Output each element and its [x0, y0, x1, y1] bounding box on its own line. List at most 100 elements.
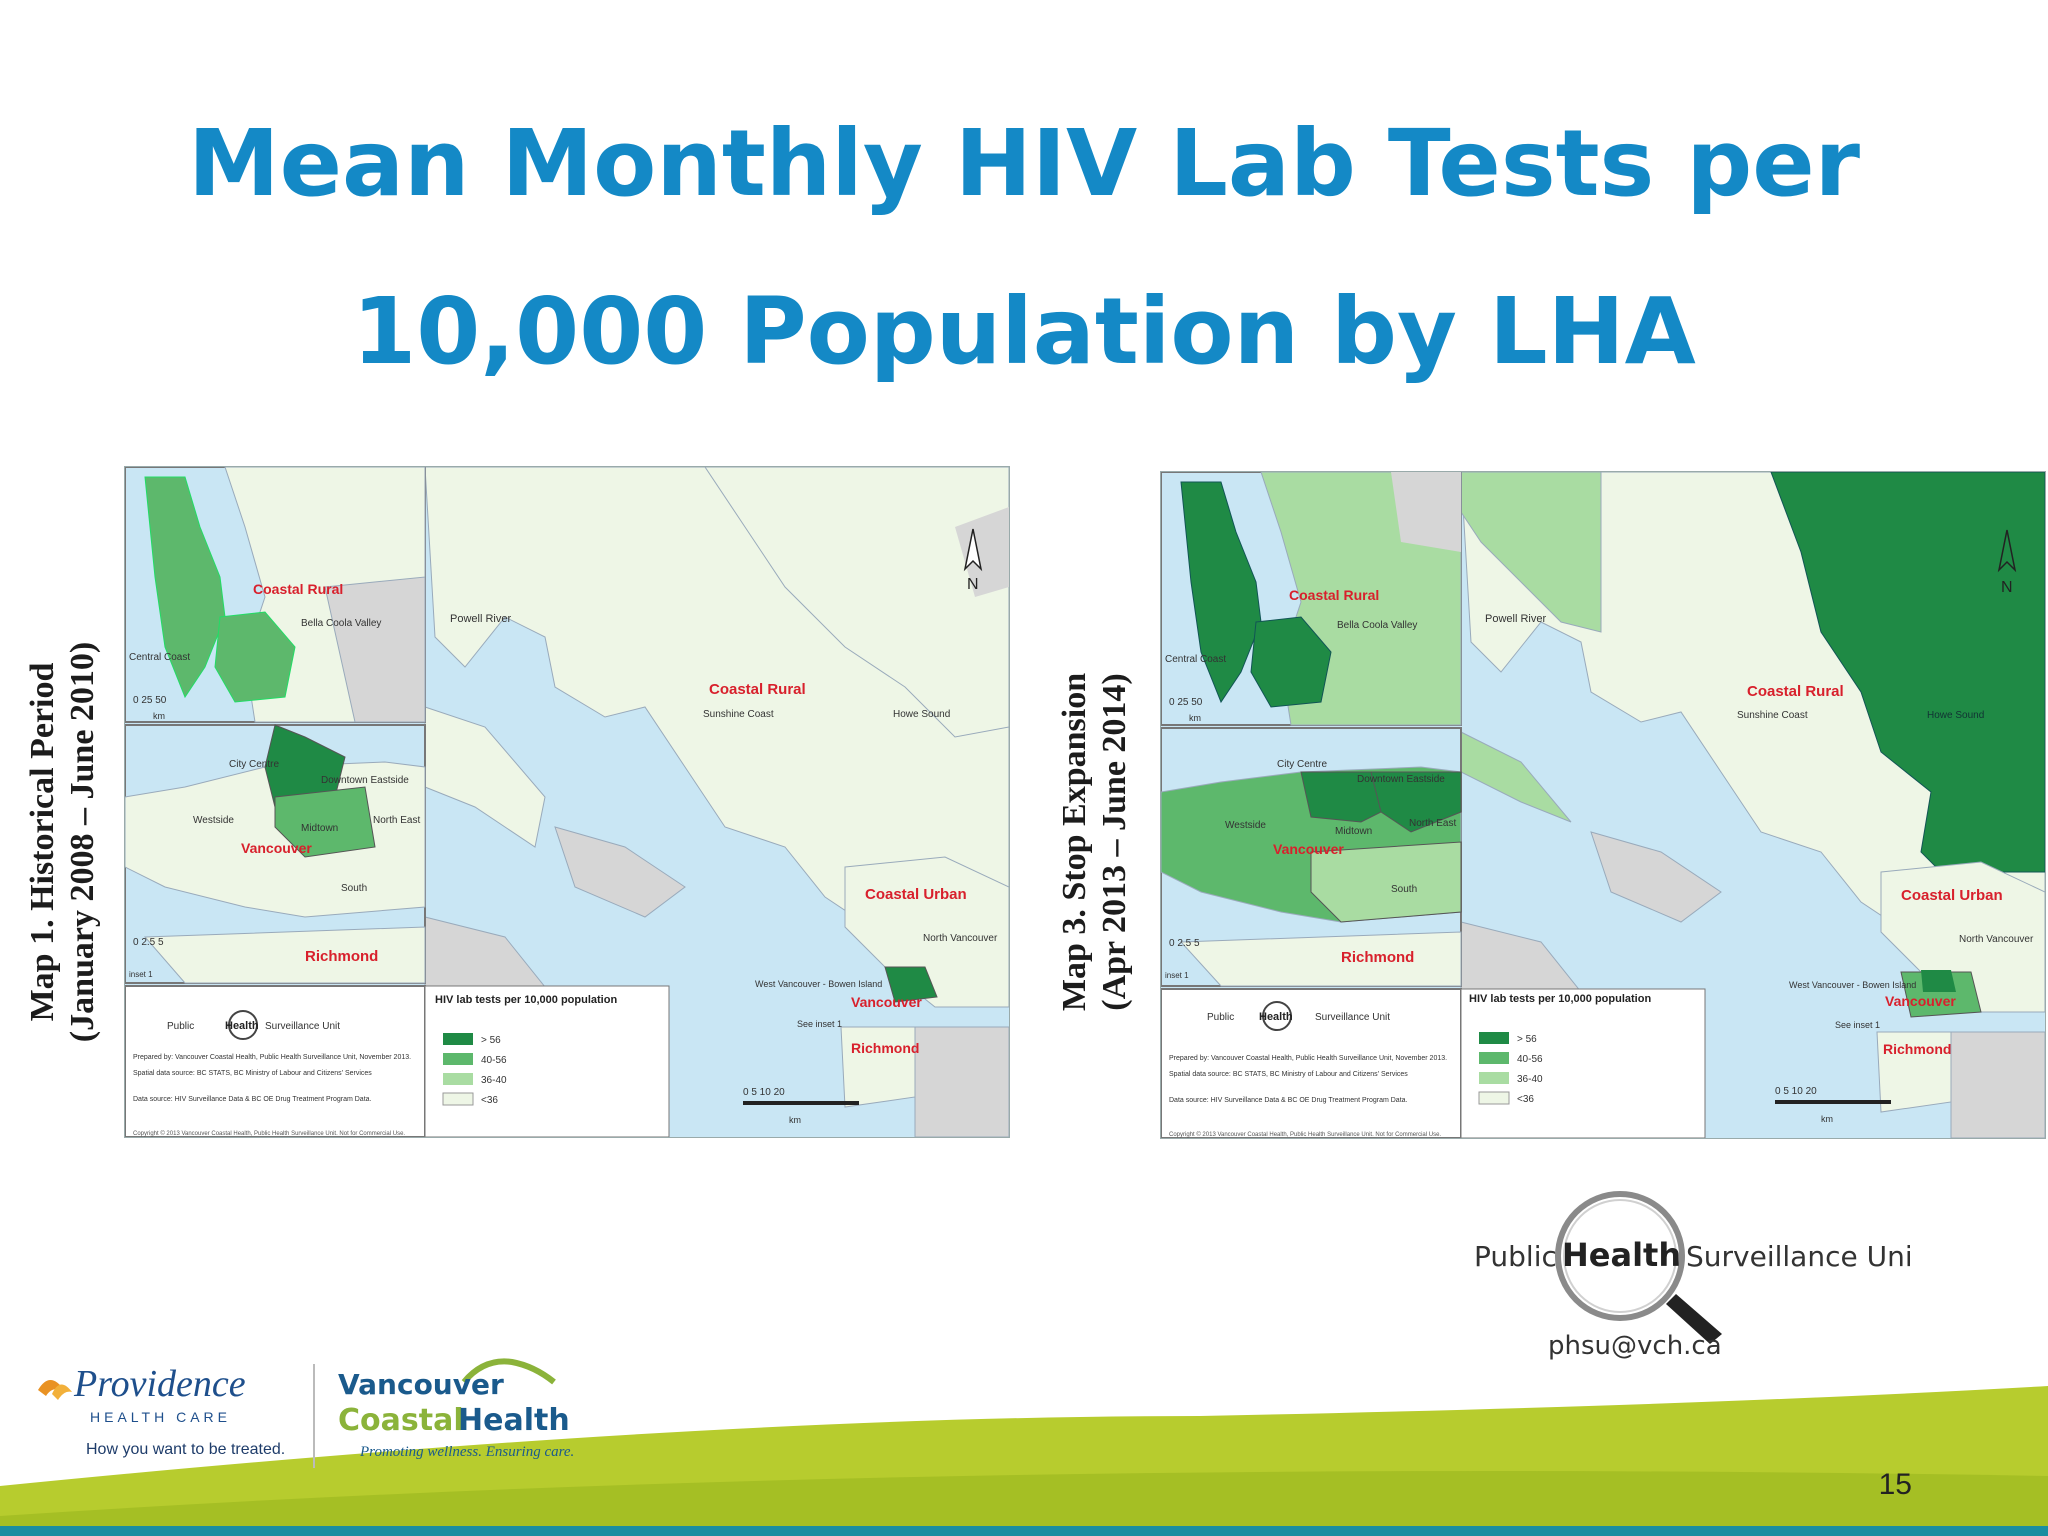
map1-scale-main: 0 5 10 20 — [743, 1087, 785, 1098]
map3-caption-line2: (Apr 2013 – June 2014) — [1096, 673, 1133, 1011]
map1-datasource: Data source: HIV Surveillance Data & BC … — [133, 1096, 372, 1103]
phsu-email: phsu@vch.ca — [1548, 1331, 1722, 1361]
map1-km-inset1: km — [153, 711, 165, 721]
phsu-surveillance: Surveillance Unit — [1686, 1240, 1910, 1273]
map1-label-city-centre: City Centre — [229, 759, 279, 770]
map3-label-bella-coola: Bella Coola Valley — [1337, 620, 1417, 631]
map1-label-central-coast: Central Coast — [129, 652, 190, 663]
phsu-logo-svg: Public Health Surveillance Unit phsu@vch… — [1474, 1191, 1924, 1361]
vch-logo: Vancouver Coastal Health Promoting welln… — [334, 1352, 594, 1470]
map1-phsu-unit: Surveillance Unit — [265, 1021, 340, 1032]
map1-legend-swatch-3 — [442, 1092, 474, 1106]
map1-inset1-label: inset 1 — [129, 970, 153, 979]
map3-legend-item-1: 40-56 — [1517, 1054, 1543, 1065]
map3-km-inset1: km — [1189, 713, 1201, 723]
map3-label-west-vancouver: West Vancouver - Bowen Island — [1789, 980, 1916, 990]
map3-legend-swatch-2 — [1479, 1072, 1509, 1084]
map1-legend-swatch-1 — [443, 1053, 473, 1065]
slide-title-line1: Mean Monthly HIV Lab Tests per — [188, 110, 1860, 217]
map3: Coastal Rural Bella Coola Valley Central… — [1160, 471, 2046, 1139]
map1-phsu-public: Public — [167, 1021, 194, 1032]
map3-label-south: South — [1391, 884, 1417, 895]
map1-legend-title: HIV lab tests per 10,000 population — [435, 994, 617, 1006]
map1-label-see-inset: See inset 1 — [797, 1019, 842, 1029]
slide-title-line2: 10,000 Population by LHA — [352, 278, 1696, 385]
map1-legend-swatch-2 — [443, 1073, 473, 1085]
map1-legend-swatch-0 — [443, 1033, 473, 1045]
map3-label-north-east: North East — [1409, 818, 1456, 829]
map3-legend-item-0: > 56 — [1517, 1034, 1537, 1045]
map3-north-arrow-icon — [1997, 529, 2017, 573]
map3-scale-inset2: 0 2.5 5 — [1169, 938, 1200, 949]
map1-km-main: km — [789, 1115, 801, 1125]
map1-label-coastal-rural: Coastal Rural — [709, 681, 806, 698]
map1-legend-item-1: 40-56 — [481, 1055, 507, 1066]
phsu-magnifier-icon — [1555, 1191, 1685, 1321]
map1-label-vancouver-main: Vancouver — [851, 994, 922, 1010]
map3-legend-item-2: 36-40 — [1517, 1074, 1543, 1085]
map1-label-north-east: North East — [373, 815, 420, 826]
map3-svg: Coastal Rural Bella Coola Valley Central… — [1161, 472, 2045, 1138]
map1-copyright: Copyright © 2013 Vancouver Coastal Healt… — [133, 1130, 405, 1137]
map1-label-richmond-main: Richmond — [851, 1040, 919, 1056]
map3-prepared: Prepared by: Vancouver Coastal Health, P… — [1169, 1055, 1447, 1062]
phsu-logo: Public Health Surveillance Unit phsu@vch… — [1470, 1186, 1924, 1366]
map3-label-powell-river: Powell River — [1485, 613, 1546, 625]
map3-caption-line1: Map 3. Stop Expansion — [1056, 672, 1093, 1012]
map3-phsu-public: Public — [1207, 1012, 1234, 1023]
map3-label-vancouver-main: Vancouver — [1885, 993, 1956, 1009]
map1-label-coastal-urban: Coastal Urban — [865, 886, 967, 903]
map1-label-richmond: Richmond — [305, 948, 378, 965]
map3-km-main: km — [1821, 1114, 1833, 1124]
map3-caption: Map 3. Stop Expansion (Apr 2013 – June 2… — [1055, 592, 1139, 1092]
map1-scale-inset1: 0 25 50 — [133, 695, 167, 706]
map1-prepared: Prepared by: Vancouver Coastal Health, P… — [133, 1054, 411, 1061]
map3-label-westside: Westside — [1225, 820, 1266, 831]
map3-scale-main: 0 5 10 20 — [1775, 1086, 1817, 1097]
map1-phsu-health: Health — [225, 1020, 259, 1032]
map3-legend-swatch-0 — [1479, 1032, 1509, 1044]
map3-label-coastal-rural-inset: Coastal Rural — [1289, 587, 1379, 603]
map1-label-south: South — [341, 883, 367, 894]
map3-label-coastal-rural: Coastal Rural — [1747, 683, 1844, 700]
map1-label-midtown: Midtown — [301, 823, 338, 834]
map3-phsu-health: Health — [1259, 1011, 1293, 1023]
map3-magnifier-icon — [1262, 1001, 1292, 1031]
providence-sub: HEALTH CARE — [90, 1409, 231, 1425]
map3-phsu-unit: Surveillance Unit — [1315, 1012, 1390, 1023]
map1-legend-item-3: <36 — [481, 1095, 498, 1106]
map1-label-vancouver: Vancouver — [241, 840, 312, 856]
map1-label-howe-sound: Howe Sound — [893, 709, 950, 720]
map1-legend-item-0: > 56 — [481, 1035, 501, 1046]
vch-mountain-icon — [461, 1358, 556, 1385]
map3-inset1-label: inset 1 — [1165, 971, 1189, 980]
map3-main-land — [1460, 472, 2045, 1138]
map1-label-powell-river: Powell River — [450, 613, 511, 625]
map3-label-dtes: Downtown Eastside — [1357, 774, 1445, 785]
map3-label-city-centre: City Centre — [1277, 759, 1327, 770]
map1-label-west-vancouver: West Vancouver - Bowen Island — [755, 979, 882, 989]
map3-copyright: Copyright © 2013 Vancouver Coastal Healt… — [1169, 1131, 1441, 1138]
map3-label-sunshine-coast: Sunshine Coast — [1737, 710, 1808, 721]
providence-flame-icon — [38, 1380, 64, 1396]
map1-svg: Coastal Rural Bella Coola Valley Central… — [125, 467, 1009, 1137]
phsu-health: Health — [1562, 1236, 1681, 1274]
map3-north-label: N — [2001, 579, 2013, 596]
map1-caption: Map 1. Historical Period (January 2008 –… — [23, 592, 107, 1092]
map3-label-richmond: Richmond — [1341, 949, 1414, 966]
providence-tagline: How you want to be treated. — [86, 1441, 285, 1458]
map1-caption-line1: Map 1. Historical Period — [24, 662, 61, 1022]
vch-tagline: Promoting wellness. Ensuring care. — [359, 1444, 574, 1460]
map3-label-howe-sound: Howe Sound — [1927, 710, 1984, 721]
map3-legend-swatch-1 — [1479, 1052, 1509, 1064]
map1-magnifier-icon — [228, 1010, 258, 1040]
providence-name: Providence — [73, 1363, 246, 1405]
map3-legend-title: HIV lab tests per 10,000 population — [1469, 993, 1651, 1005]
map1-caption-line2: (January 2008 – June 2010) — [64, 641, 101, 1043]
page-number: 15 — [1878, 1468, 1912, 1501]
map1-label-bella-coola: Bella Coola Valley — [301, 618, 381, 629]
vch-logo-svg: Vancouver Coastal Health Promoting welln… — [338, 1358, 574, 1460]
map1-north-label: N — [967, 576, 979, 593]
slide-title: Mean Monthly HIV Lab Tests per 10,000 Po… — [0, 80, 2048, 416]
map3-label-richmond-main: Richmond — [1883, 1041, 1951, 1057]
